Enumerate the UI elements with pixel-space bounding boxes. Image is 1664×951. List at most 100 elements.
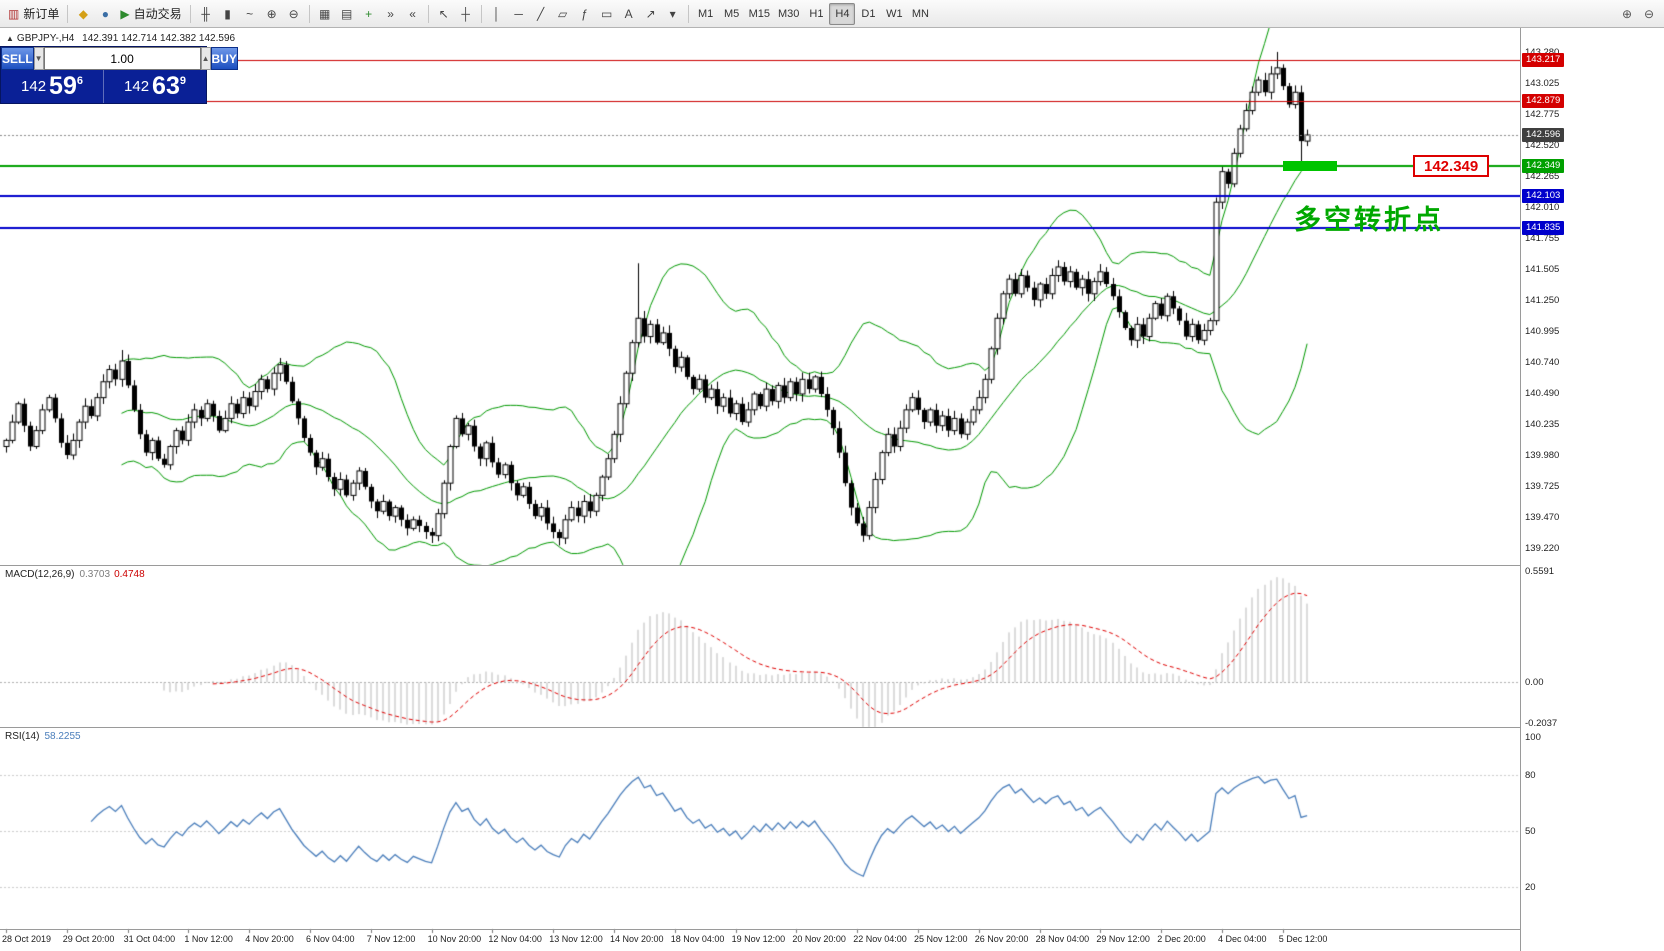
autotrading-button-label: 自动交易 bbox=[133, 7, 182, 21]
rsi-axis-label: 50 bbox=[1525, 826, 1536, 837]
price-axis-label: 143.280 bbox=[1525, 47, 1559, 58]
volume-increase-button[interactable]: ▲ bbox=[200, 47, 211, 70]
channel-icon[interactable]: ▱ bbox=[552, 3, 574, 25]
chart-canvas[interactable] bbox=[0, 28, 1520, 951]
price-callout-label[interactable]: 142.349 bbox=[1413, 154, 1490, 177]
zoom-out-icon[interactable]: ⊖ bbox=[283, 3, 305, 25]
horn-icon: ◆ bbox=[78, 6, 88, 21]
trendline-icon[interactable]: ╱ bbox=[530, 3, 552, 25]
toolbar-group-order: ▥ 新订单 bbox=[4, 3, 63, 25]
tile-windows-icon[interactable]: ▦ bbox=[314, 3, 336, 25]
macd-value-main: 0.3703 bbox=[79, 569, 111, 580]
price-axis-label: 139.725 bbox=[1525, 481, 1560, 493]
vertical-line-icon[interactable]: │ bbox=[486, 3, 508, 25]
price-tag-blue: 141.835 bbox=[1522, 221, 1565, 236]
timeframe-button-m30[interactable]: M30 bbox=[778, 7, 800, 20]
timeframe-button-m15[interactable]: M15 bbox=[748, 7, 771, 20]
toolbar-separator bbox=[189, 4, 191, 23]
rsi-name: RSI(14) bbox=[5, 731, 40, 742]
collapse-panel-icon[interactable]: ▲ bbox=[6, 34, 14, 43]
autotrading-glyph: ▶ bbox=[120, 6, 130, 21]
rsi-axis-label: 100 bbox=[1525, 732, 1541, 743]
new-chart-icon[interactable]: + bbox=[358, 3, 380, 25]
rsi-axis-label: 20 bbox=[1525, 882, 1536, 894]
toolbar-group-windows: ▦ ▤ + » « bbox=[314, 3, 424, 25]
fibonacci-icon: ƒ bbox=[581, 6, 588, 21]
toolbar-group-service: ◆ ● ▶ 自动交易 bbox=[72, 3, 185, 25]
text-icon[interactable]: A bbox=[618, 3, 640, 25]
zoom-in-icon[interactable]: ⊕ bbox=[261, 3, 283, 25]
panel-divider[interactable] bbox=[0, 929, 1664, 930]
buy-price-sup: 9 bbox=[179, 74, 186, 87]
horn-icon[interactable]: ◆ bbox=[72, 3, 94, 25]
buy-button[interactable]: BUY bbox=[210, 47, 238, 70]
volume-input[interactable] bbox=[43, 47, 201, 70]
shapes-icon[interactable]: ▭ bbox=[596, 3, 618, 25]
cursor-icon[interactable]: ↖ bbox=[433, 3, 455, 25]
date-axis-label: 2 Dec 20:00 bbox=[1157, 934, 1206, 944]
date-axis-label: 4 Nov 20:00 bbox=[245, 934, 294, 944]
market-watch-icon[interactable]: ● bbox=[94, 3, 116, 25]
date-axis-label: 10 Nov 20:00 bbox=[427, 934, 482, 944]
chart-area: 143.280 143.025 142.775 142.520 142.265 142.0… bbox=[0, 28, 1664, 951]
date-axis-label: 12 Nov 04:00 bbox=[488, 934, 542, 944]
toolbar-group-timeframes: M1 M5 M15 M30 H1 H4 D1 W1 MN bbox=[693, 2, 934, 25]
toolbar-group-right: ⊕ ⊖ bbox=[1616, 3, 1660, 25]
timeframe-button-w1[interactable]: W1 bbox=[886, 7, 903, 20]
tile-windows-icon: ▦ bbox=[318, 6, 331, 21]
buy-price-main: 63 bbox=[152, 72, 180, 100]
cascade-windows-icon[interactable]: ▤ bbox=[336, 3, 358, 25]
date-axis-label: 20 Nov 20:00 bbox=[792, 934, 846, 944]
arrows-icon[interactable]: ↗ bbox=[640, 3, 662, 25]
zoom-out-icon: ⊖ bbox=[288, 6, 299, 21]
date-axis-label: 4 Dec 04:00 bbox=[1218, 934, 1267, 944]
autotrading-button[interactable]: ▶ 自动交易 bbox=[116, 3, 185, 25]
shapes-icon: ▭ bbox=[600, 6, 613, 21]
sell-price[interactable]: 142 59 6 bbox=[1, 70, 104, 103]
timeframe-button-mn[interactable]: MN bbox=[911, 7, 929, 20]
candlestick-chart-icon[interactable]: ▮ bbox=[217, 3, 239, 25]
channel-icon: ▱ bbox=[557, 6, 568, 21]
new-chart-icon: + bbox=[365, 6, 373, 21]
window-zoom-out-icon[interactable]: ⊖ bbox=[1638, 3, 1660, 25]
timeframe-button-m1[interactable]: M1 bbox=[697, 7, 714, 20]
auto-scroll-icon[interactable]: » bbox=[380, 3, 402, 25]
volume-decrease-button[interactable]: ▼ bbox=[33, 47, 44, 70]
timeframe-button-h1[interactable]: H1 bbox=[809, 7, 824, 20]
cascade-windows-icon: ▤ bbox=[340, 6, 353, 21]
fibonacci-icon[interactable]: ƒ bbox=[574, 3, 596, 25]
timeframe-button-h4[interactable]: H4 bbox=[829, 2, 856, 25]
timeframe-button-d1[interactable]: D1 bbox=[861, 7, 876, 20]
turning-point-note[interactable]: 多空转折点 bbox=[1294, 205, 1444, 235]
symbol-title: GBPJPY-,H4 bbox=[16, 33, 75, 44]
objects-dropdown-icon[interactable]: ▾ bbox=[662, 3, 684, 25]
crosshair-icon[interactable]: ┼ bbox=[455, 3, 477, 25]
price-axis[interactable]: 143.280 143.025 142.775 142.520 142.265 142.0… bbox=[1521, 28, 1664, 951]
panel-divider[interactable] bbox=[0, 565, 1664, 566]
line-chart-icon[interactable]: ~ bbox=[239, 3, 261, 25]
price-axis-label: 139.980 bbox=[1525, 450, 1560, 462]
bar-chart-icon[interactable]: ╫ bbox=[195, 3, 217, 25]
toolbar-separator bbox=[67, 4, 69, 23]
sell-price-prefix: 142 bbox=[21, 78, 47, 95]
window-zoom-in-icon: ⊕ bbox=[1621, 6, 1633, 21]
buy-price[interactable]: 142 63 9 bbox=[104, 70, 206, 103]
sell-button[interactable]: SELL bbox=[1, 47, 34, 70]
new-order-button[interactable]: ▥ 新订单 bbox=[4, 3, 63, 25]
date-axis-label: 5 Dec 12:00 bbox=[1278, 934, 1328, 944]
price-axis-separator bbox=[1520, 28, 1521, 951]
toolbar: ▥ 新订单 ◆ ● ▶ 自动交易 ╫ ▮ ~ ⊕ ⊖ ▦ ▤ +» «↖ ┼ │ ─ ╱ ▱ ƒ ▭ A ↗ ▾ M1 M5 M15 M… bbox=[0, 0, 1664, 28]
chart-shift-icon[interactable]: « bbox=[402, 3, 424, 25]
panel-divider[interactable] bbox=[0, 727, 1664, 728]
timeframe-button-m5[interactable]: M5 bbox=[723, 7, 740, 20]
macd-value-signal: 0.4748 bbox=[114, 569, 145, 580]
horizontal-line-icon[interactable]: ─ bbox=[508, 3, 530, 25]
date-axis-label: 18 Nov 04:00 bbox=[670, 934, 725, 944]
support-highlight-object[interactable] bbox=[1283, 160, 1337, 171]
macd-axis-label: -0.2037 bbox=[1525, 718, 1558, 729]
symbol-ohlc: 142.391 142.714 142.382 142.596 bbox=[82, 33, 236, 44]
symbol-info: ▲ GBPJPY-,H4 142.391 142.714 142.382 142.… bbox=[6, 33, 235, 44]
macd-axis-label: 0.5591 bbox=[1525, 566, 1555, 577]
new-order-button-label: 新订单 bbox=[23, 7, 60, 21]
window-zoom-in-icon[interactable]: ⊕ bbox=[1616, 3, 1638, 25]
